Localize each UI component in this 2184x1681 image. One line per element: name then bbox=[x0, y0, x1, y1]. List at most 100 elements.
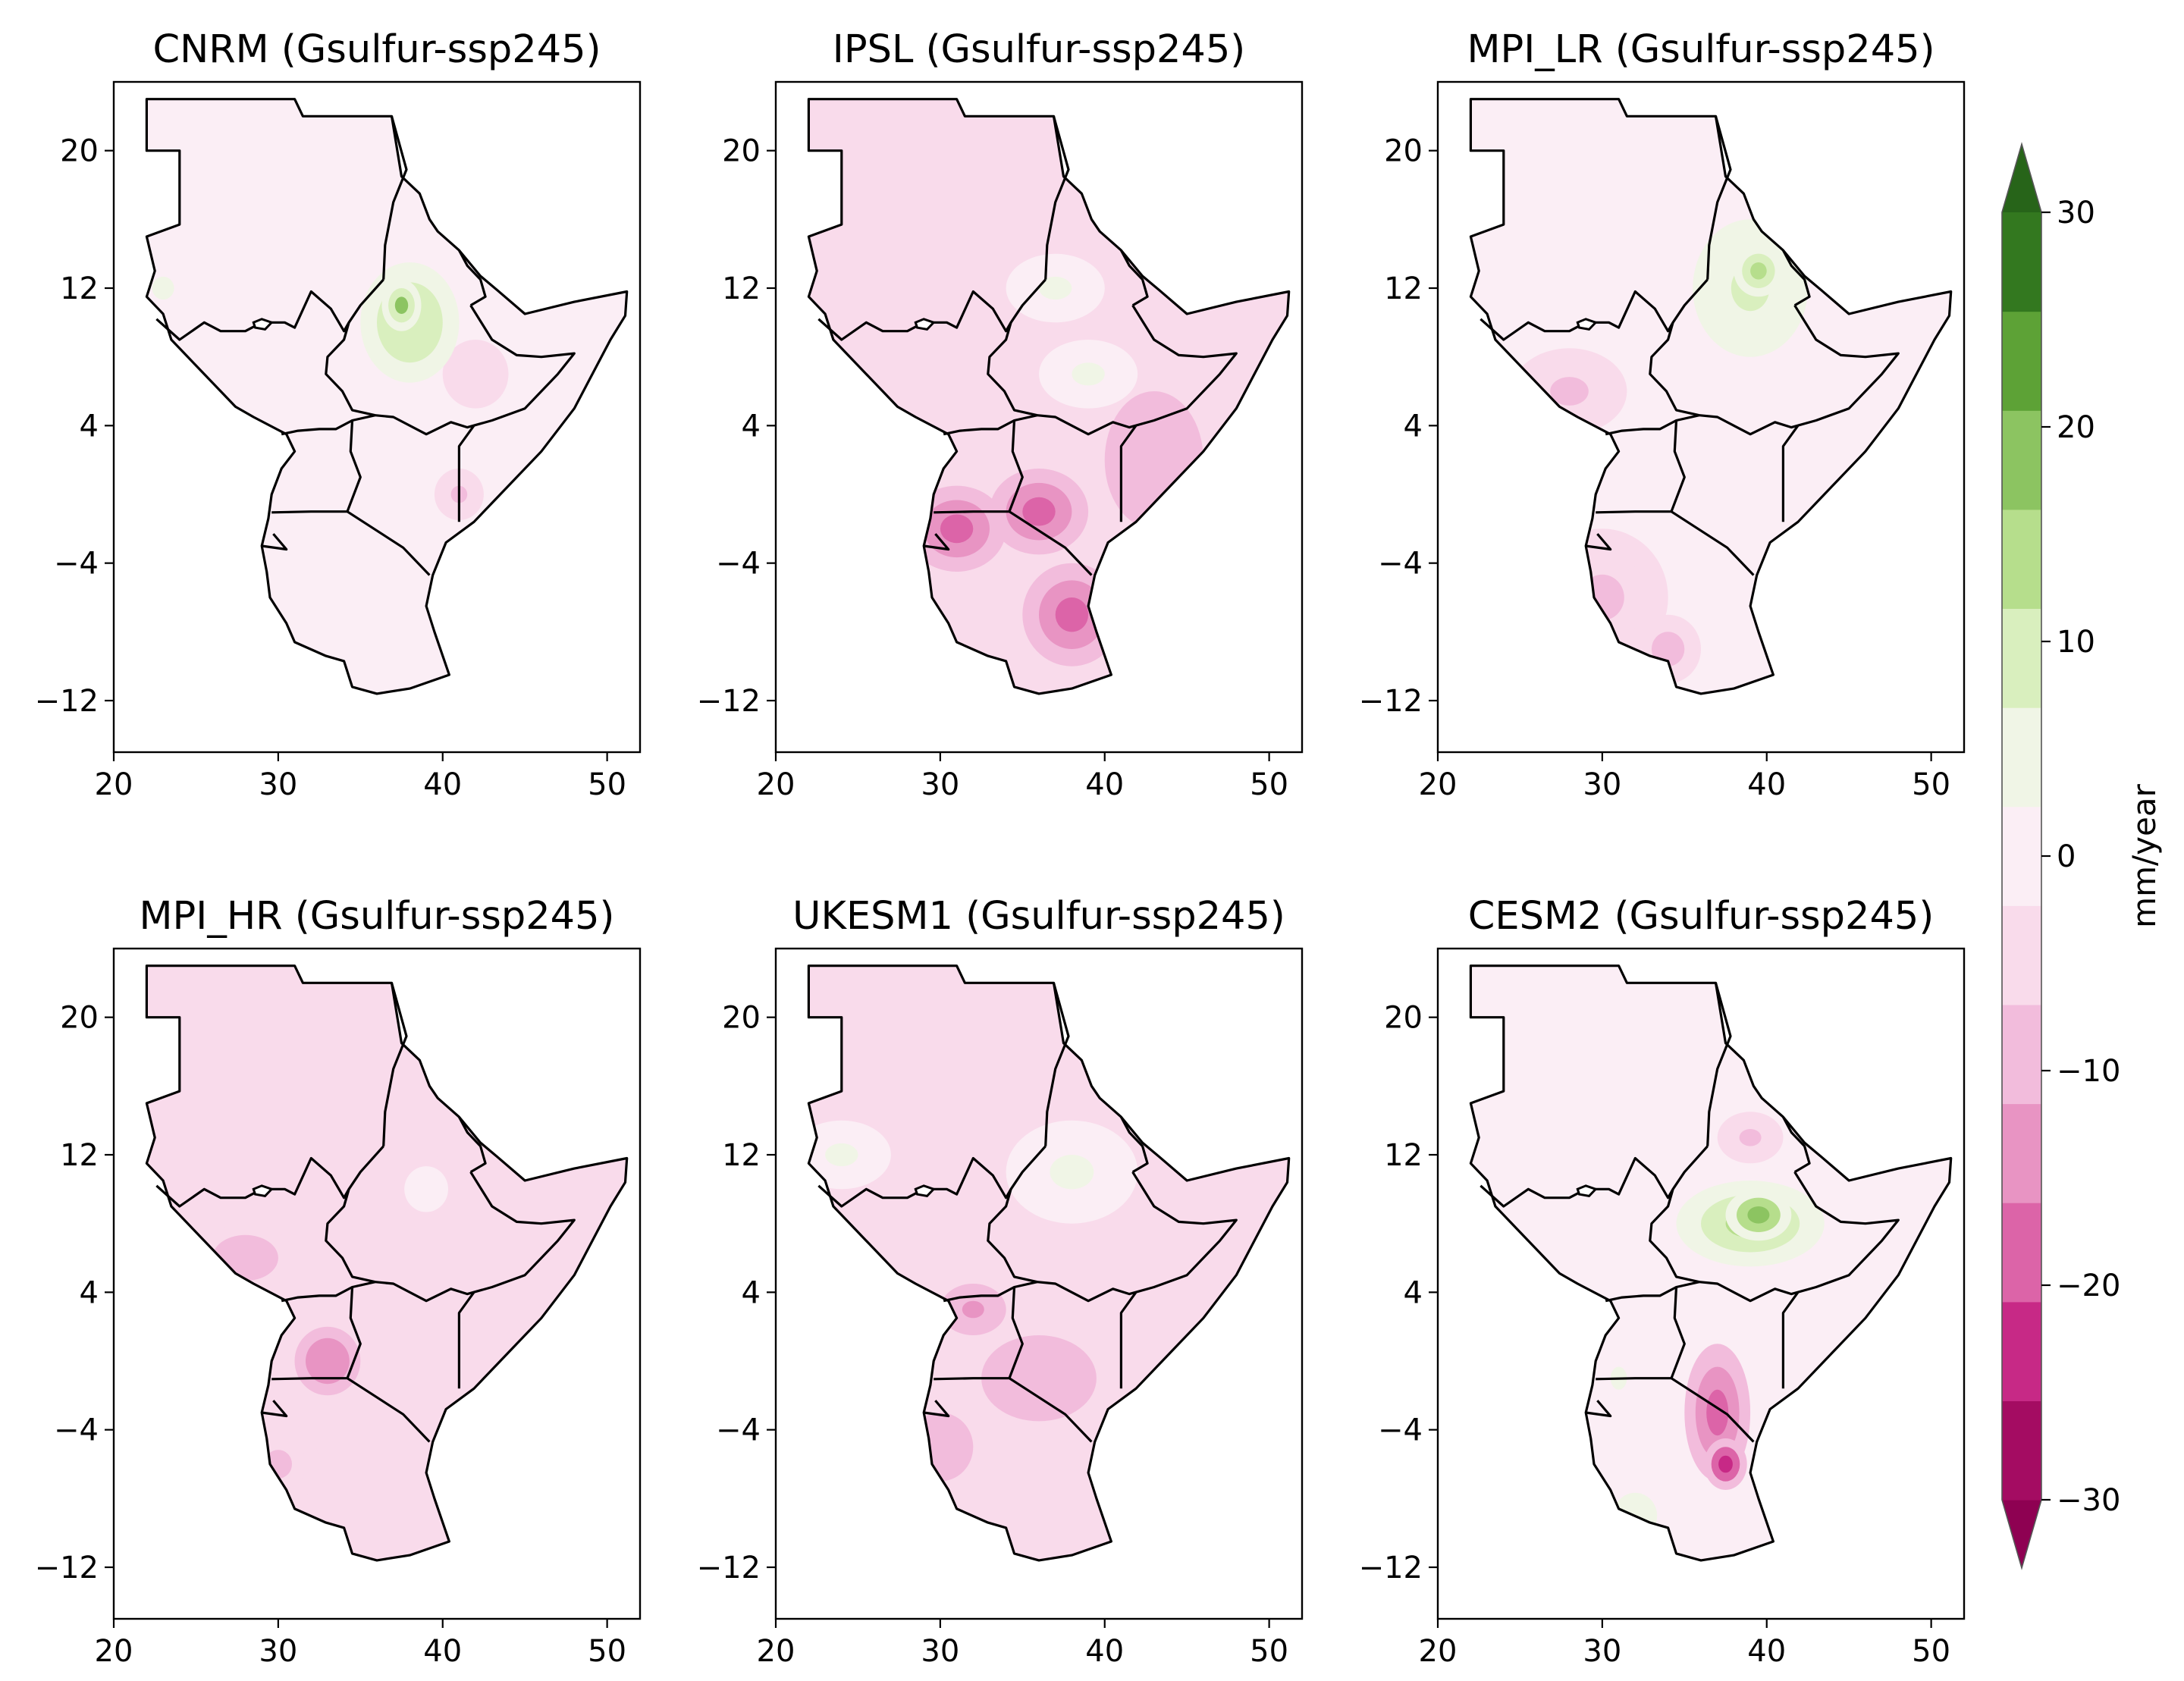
coastline bbox=[807, 964, 1291, 1562]
country-border bbox=[281, 419, 353, 436]
anomaly-contour bbox=[940, 514, 974, 544]
country-border bbox=[943, 1286, 1015, 1303]
country-border bbox=[325, 278, 384, 417]
map-panel: CESM2 (Gsulfur-ssp245) 20 30 40 50 20 12 4 −4 −12 bbox=[1359, 894, 1966, 1669]
land-base-fill bbox=[146, 965, 627, 1560]
x-tick-label: 50 bbox=[1912, 767, 1950, 802]
colorbar-segment bbox=[2002, 806, 2041, 906]
lake-outline bbox=[1576, 318, 1598, 331]
country-border bbox=[346, 1281, 376, 1379]
x-tick-label: 20 bbox=[95, 1634, 133, 1669]
x-tick-label: 20 bbox=[757, 1634, 795, 1669]
x-tick-label: 30 bbox=[1583, 1634, 1621, 1669]
country-border bbox=[382, 982, 408, 1146]
anomaly-contour bbox=[316, 1349, 339, 1373]
anomaly-contour bbox=[228, 1246, 262, 1270]
y-tick-label: −4 bbox=[1378, 1413, 1423, 1448]
map-panel: MPI_LR (Gsulfur-ssp245) 20 30 40 50 20 12 4 −4 −1… bbox=[1359, 27, 1966, 802]
anomaly-contour bbox=[1039, 276, 1072, 300]
colorbar-extend-max bbox=[2002, 144, 2041, 212]
country-border bbox=[1044, 982, 1070, 1146]
colorbar-segment bbox=[2002, 1301, 2041, 1401]
colorbar-tick-label: 30 bbox=[2057, 196, 2095, 231]
colorbar-segment bbox=[2002, 1400, 2041, 1501]
x-tick-label: 20 bbox=[95, 767, 133, 802]
x-tick-label: 50 bbox=[1912, 1634, 1950, 1669]
country-border bbox=[457, 249, 487, 307]
country-border bbox=[934, 510, 1093, 576]
y-tick-label: 4 bbox=[742, 1275, 761, 1310]
anomaly-contour bbox=[1580, 574, 1624, 621]
y-tick-label: 20 bbox=[1384, 134, 1423, 169]
axes-frame bbox=[112, 947, 642, 1620]
x-tick-label: 20 bbox=[757, 767, 795, 802]
y-tick-label: 4 bbox=[1404, 409, 1423, 444]
country-border bbox=[1480, 1156, 1674, 1208]
country-border bbox=[346, 414, 376, 513]
country-border bbox=[923, 533, 950, 551]
y-tick-label: 4 bbox=[1404, 1275, 1423, 1310]
map-panel: IPSL (Gsulfur-ssp245) 20 30 40 50 20 12 4 −4 −12 bbox=[697, 27, 1304, 802]
anomaly-contour bbox=[1550, 377, 1589, 406]
country-border bbox=[987, 278, 1046, 417]
map-panel: MPI_HR (Gsulfur-ssp245) 20 30 40 50 20 12 4 −4 −1… bbox=[35, 894, 642, 1669]
x-tick-label: 50 bbox=[1250, 767, 1288, 802]
coastline bbox=[145, 98, 629, 695]
anomaly-field bbox=[146, 965, 627, 1560]
country-border bbox=[1585, 533, 1612, 551]
country-border bbox=[1037, 304, 1238, 436]
country-border bbox=[987, 1145, 1046, 1284]
country-border bbox=[261, 533, 288, 551]
country-border bbox=[1670, 414, 1700, 513]
colorbar-tick-label: 0 bbox=[2057, 839, 2076, 874]
colorbar-segment bbox=[2002, 311, 2041, 411]
y-tick-label: 12 bbox=[60, 271, 99, 306]
anomaly-contour bbox=[415, 1178, 438, 1201]
axes-frame bbox=[1436, 947, 1966, 1620]
anomaly-contour bbox=[1747, 1206, 1770, 1224]
x-tick-label: 40 bbox=[1747, 1634, 1786, 1669]
x-tick-label: 50 bbox=[1250, 1634, 1288, 1669]
country-border bbox=[281, 1286, 353, 1303]
country-border bbox=[943, 419, 1015, 436]
anomaly-contour bbox=[1138, 437, 1171, 483]
country-border bbox=[457, 425, 475, 522]
y-tick-label: 20 bbox=[1384, 1001, 1423, 1036]
lake-outline bbox=[252, 1184, 274, 1198]
axes-frame bbox=[112, 80, 642, 754]
anomaly-contour bbox=[1750, 262, 1767, 280]
country-border bbox=[817, 1156, 1012, 1208]
panel-title: UKESM1 (Gsulfur-ssp245) bbox=[792, 894, 1285, 939]
y-tick-label: 20 bbox=[722, 134, 761, 169]
panel-title: CESM2 (Gsulfur-ssp245) bbox=[1468, 894, 1935, 939]
y-tick-label: −12 bbox=[1359, 1551, 1423, 1585]
anomaly-contour bbox=[152, 276, 174, 300]
country-border bbox=[1649, 1145, 1709, 1284]
panel-title: MPI_LR (Gsulfur-ssp245) bbox=[1467, 27, 1935, 72]
coastline bbox=[807, 98, 1291, 695]
country-border bbox=[1044, 115, 1070, 280]
map-panel: CNRM (Gsulfur-ssp245) 20 30 40 50 20 12 4 −4 −12 bbox=[35, 27, 642, 802]
anomaly-field bbox=[1470, 99, 1951, 694]
country-border bbox=[1119, 249, 1149, 307]
y-tick-label: 12 bbox=[1384, 271, 1423, 306]
colorbar-tick-label: −30 bbox=[2057, 1483, 2120, 1518]
y-tick-label: −12 bbox=[35, 1551, 99, 1585]
anomaly-contour bbox=[1718, 1455, 1733, 1473]
anomaly-field bbox=[1470, 965, 1951, 1560]
country-border bbox=[1585, 1400, 1612, 1418]
panel-title: CNRM (Gsulfur-ssp245) bbox=[152, 27, 601, 72]
colorbar-segment bbox=[2002, 905, 2041, 1005]
colorbar-segment bbox=[2002, 1004, 2041, 1105]
country-border bbox=[1670, 1281, 1700, 1379]
anomaly-contour bbox=[825, 1143, 858, 1167]
country-border bbox=[1119, 1116, 1149, 1174]
colorbar-tick-label: −20 bbox=[2057, 1269, 2120, 1303]
y-tick-label: 12 bbox=[722, 1138, 761, 1173]
x-tick-label: 40 bbox=[423, 767, 462, 802]
x-tick-label: 40 bbox=[1747, 767, 1786, 802]
country-border bbox=[1699, 1171, 1900, 1303]
land-base-fill bbox=[1470, 99, 1951, 694]
colorbar-segment bbox=[2002, 1203, 2041, 1303]
